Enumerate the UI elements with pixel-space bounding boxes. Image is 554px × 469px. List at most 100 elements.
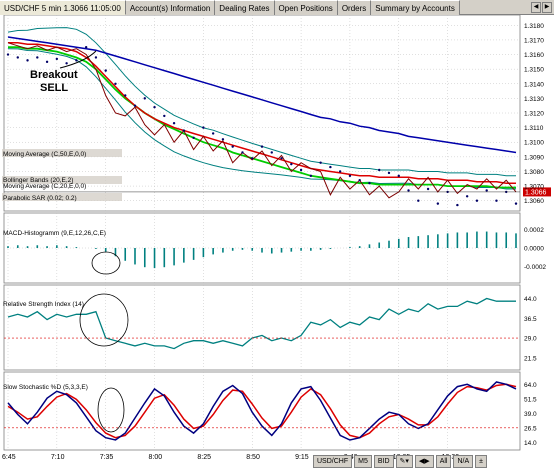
tab-open-positions[interactable]: Open Positions	[274, 0, 338, 15]
sar-dot	[251, 157, 254, 160]
tab-scroll-left-icon[interactable]: ◀	[531, 1, 541, 13]
sar-dot	[192, 136, 195, 140]
stoch-panel	[3, 371, 521, 451]
macd-label: MACD-Histogramm (9,E,12,26,C,E)	[3, 230, 106, 237]
status-tools-icon[interactable]: ✎▾	[395, 455, 413, 468]
sar-dot	[417, 199, 420, 202]
ma50-line	[7, 36, 517, 154]
sar-dot	[348, 174, 352, 178]
x-tick-label: 7:35	[100, 454, 114, 461]
price-y-tick: 1.3130	[524, 96, 544, 103]
stoch-y-tick: 64.0	[524, 382, 537, 389]
rsi-y-tick: 36.5	[524, 316, 537, 323]
sar-dot	[299, 168, 303, 172]
sar-dot	[16, 56, 19, 59]
status-price-type[interactable]: BID	[373, 455, 394, 468]
sar-dot	[436, 202, 440, 205]
price-y-tick: 1.3170	[524, 37, 544, 44]
status-scroll-icon[interactable]: ◀▶	[414, 455, 434, 468]
breakout-annotation: Breakout SELL	[30, 50, 97, 94]
price-y-tick: 1.3090	[524, 154, 544, 161]
sar-dot	[143, 97, 146, 100]
price-line	[7, 42, 517, 199]
tab-usdchf-chart[interactable]: USD/CHF 5 min 1.3066 11:05:00	[0, 0, 126, 15]
sar-dot	[94, 56, 98, 59]
sar-dot	[84, 46, 88, 49]
tab-accounts-information[interactable]: Account(s) Information	[125, 0, 216, 15]
sar-dot	[36, 56, 39, 59]
price-y-tick: 1.3100	[524, 140, 544, 147]
status-bar: USD/CHF M5 BID ✎▾ ◀▶ All N/A ±	[313, 455, 487, 469]
status-range[interactable]: All	[435, 455, 452, 468]
chart-area[interactable]: 1.3066 Breakout SELL Moving Average (C,5…	[0, 15, 554, 469]
sar-dot	[241, 151, 244, 154]
tab-scroll-controls: ◀ ▶	[531, 0, 554, 14]
price-y-tick: 1.3120	[524, 111, 544, 118]
tab-scroll-right-icon[interactable]: ▶	[542, 1, 552, 13]
tab-dealing-rates[interactable]: Dealing Rates	[215, 0, 275, 15]
chart-canvas[interactable]: 1.3066 Breakout SELL Moving Average (C,5…	[0, 15, 554, 469]
sar-dot	[231, 145, 234, 148]
rsi-y-tick: 21.5	[524, 355, 537, 362]
sar-dot	[45, 60, 49, 64]
price-y-tick: 1.3080	[524, 169, 544, 176]
stoch-y-tick: 14.0	[524, 440, 537, 447]
bollinger-mid-line	[8, 42, 516, 184]
rsi-highlight-circle	[79, 293, 129, 347]
x-tick-label: 8:00	[149, 454, 163, 461]
sar-dot	[319, 161, 322, 164]
x-tick-label: 7:10	[51, 454, 65, 461]
status-zoom-icon[interactable]: ±	[475, 455, 487, 468]
sar-label-bg	[2, 193, 122, 201]
tab-summary-by-accounts[interactable]: Summary by Accounts	[371, 0, 460, 15]
price-y-tick: 1.3070	[524, 184, 544, 191]
ma20-line	[8, 46, 516, 189]
sar-dot	[475, 199, 479, 202]
sell-label: SELL	[40, 82, 68, 94]
stoch-y-tick: 26.5	[524, 425, 537, 432]
ma50-label-bg	[2, 149, 122, 157]
price-y-tick: 1.3140	[524, 81, 544, 88]
tab-bar: USD/CHF 5 min 1.3066 11:05:00 Account(s)…	[0, 0, 554, 15]
sar-dot	[407, 189, 410, 192]
sar-dot	[114, 82, 117, 85]
status-timeframe[interactable]: M5	[354, 455, 372, 468]
stoch-d-line	[7, 383, 517, 439]
breakout-arrow	[59, 50, 97, 69]
sar-dot	[309, 174, 313, 178]
ma50-label: Moving Average (C,50,E,0,0)	[3, 151, 86, 158]
stoch-label: Slow Stochastic %D (5,3,3,E)	[3, 384, 88, 391]
sar-dot	[465, 195, 469, 198]
sar-dot	[26, 59, 29, 62]
current-price-label: 1.3066	[525, 189, 547, 196]
sar-dot	[260, 145, 264, 148]
sar-dot	[426, 187, 430, 191]
sar-label: Parabolic SAR (0.02; 0.2)	[3, 195, 77, 202]
stoch-y-tick: 39.0	[524, 411, 537, 418]
sar-dot	[124, 94, 127, 97]
x-tick-label: 8:50	[246, 454, 260, 461]
status-symbol[interactable]: USD/CHF	[313, 455, 353, 468]
sar-dot	[280, 157, 283, 160]
sar-dot	[133, 104, 137, 107]
sar-dot	[104, 69, 107, 72]
price-y-tick: 1.3180	[524, 23, 544, 30]
tab-orders[interactable]: Orders	[337, 0, 372, 15]
sar-dot	[485, 189, 488, 192]
bollinger-label-bg	[2, 176, 122, 184]
x-tick-label: 8:25	[197, 454, 211, 461]
sar-dot	[211, 132, 215, 135]
x-tick-label: 9:15	[295, 454, 309, 461]
sar-dot	[182, 129, 186, 132]
rsi-panel	[3, 284, 521, 371]
price-y-tick: 1.3110	[524, 125, 544, 132]
sar-dot	[358, 179, 361, 182]
sar-dot	[387, 171, 391, 175]
sar-dot	[456, 203, 459, 207]
sar-dot	[368, 181, 371, 185]
sar-dot	[514, 202, 518, 205]
breakout-label: Breakout	[30, 69, 78, 81]
sar-dot	[6, 53, 10, 56]
sar-dot	[202, 126, 205, 129]
rsi-label: Relative Strength Index (14)	[3, 301, 84, 308]
